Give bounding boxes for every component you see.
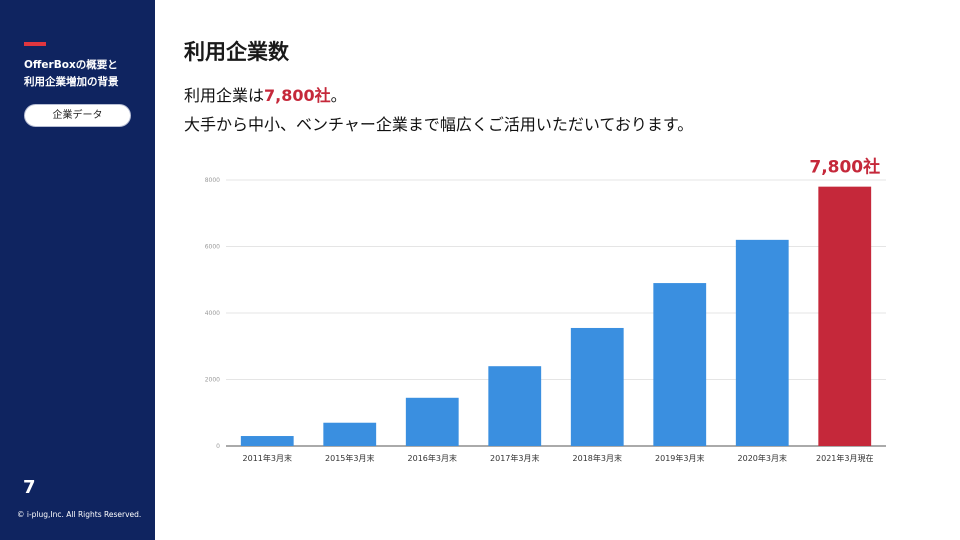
x-tick-label: 2015年3月末 (325, 453, 374, 463)
x-tick-label: 2018年3月末 (573, 453, 622, 463)
x-tick-label: 2021年3月現在 (816, 453, 873, 463)
bar (240, 436, 294, 446)
lead-text: 利用企業は7,800社。 (184, 82, 347, 106)
bar (488, 366, 542, 446)
x-tick-label: 2019年3月末 (655, 453, 704, 463)
y-tick-label: 4000 (205, 310, 220, 317)
sidebar: OfferBoxの概要と 利用企業増加の背景 企業データ 7 © i-plug,… (0, 0, 155, 540)
bar (570, 327, 624, 446)
y-tick-label: 2000 (205, 377, 220, 384)
bar (818, 186, 872, 446)
page-number: 7 (23, 477, 36, 498)
bar (735, 239, 789, 446)
bar-layer (240, 186, 872, 446)
page-title: 利用企業数 (184, 40, 289, 64)
y-tick-label: 8000 (205, 177, 220, 184)
bar (405, 397, 459, 446)
label-layer: 0 2000 4000 6000 8000 2011年3月末 2015年3月末 2016年3月… (205, 157, 880, 463)
lead-line2: 大手から中小、ベンチャー企業まで幅広くご活用いただいております。 (184, 115, 694, 134)
x-tick-label: 2020年3月末 (738, 453, 787, 463)
bar (653, 283, 707, 446)
section-title: OfferBoxの概要と 利用企業増加の背景 (24, 57, 152, 91)
lead-suffix: 。 (330, 86, 347, 105)
copyright: © i-plug,Inc. All Rights Reserved. (17, 510, 142, 519)
lead-highlight: 7,800社 (264, 86, 331, 105)
x-tick-label: 2011年3月末 (243, 453, 292, 463)
accent-bar (24, 42, 46, 46)
section-title-line2: 利用企業増加の背景 (24, 76, 119, 88)
section-title-line1: OfferBoxの概要と (24, 59, 118, 71)
data-label: 7,800社 (809, 157, 880, 178)
x-tick-label: 2017年3月末 (490, 453, 539, 463)
x-tick-label: 2016年3月末 (408, 453, 457, 463)
y-tick-label: 0 (216, 443, 220, 450)
bar (323, 422, 377, 446)
lead-prefix: 利用企業は (184, 86, 265, 105)
section-chip[interactable]: 企業データ (24, 104, 131, 127)
y-tick-label: 6000 (205, 244, 220, 251)
